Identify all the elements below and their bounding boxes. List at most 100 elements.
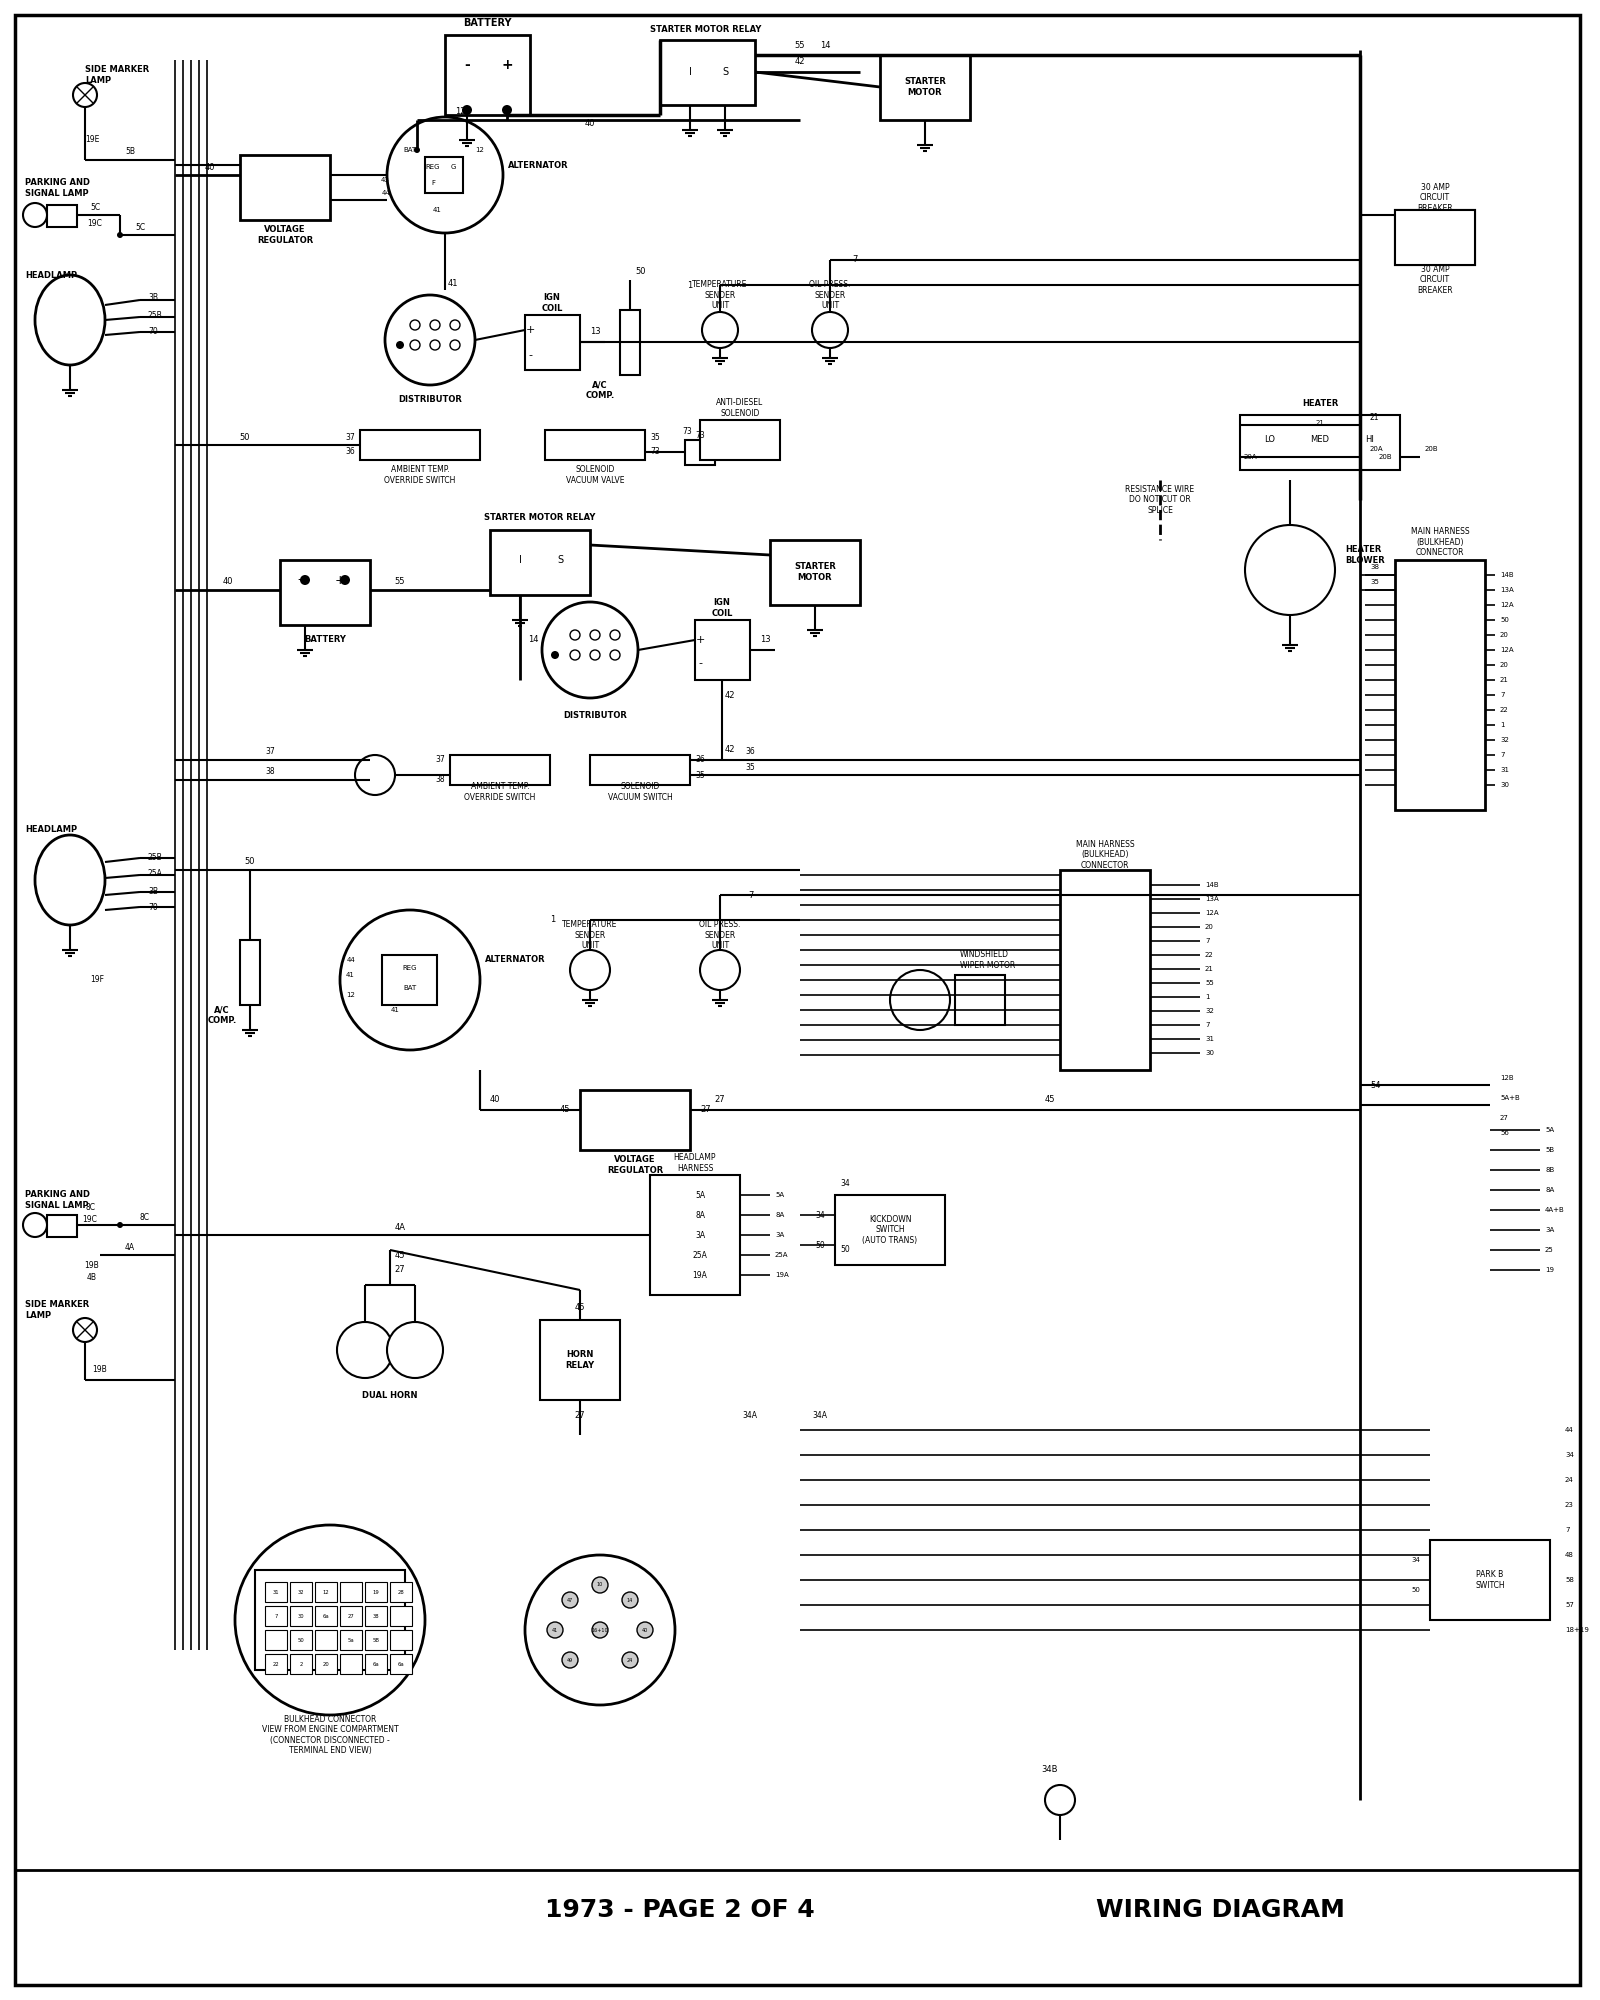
Text: 13: 13 — [760, 636, 770, 644]
Text: 36: 36 — [346, 448, 355, 456]
Text: OIL PRESS.
SENDER
UNIT: OIL PRESS. SENDER UNIT — [810, 280, 851, 310]
Text: 7: 7 — [749, 890, 754, 900]
Text: 19F: 19F — [90, 976, 104, 984]
Text: ANTI-DIESEL
SOLENOID: ANTI-DIESEL SOLENOID — [717, 398, 763, 418]
Text: 22: 22 — [272, 1662, 280, 1666]
Circle shape — [610, 630, 621, 640]
Text: 7: 7 — [1501, 692, 1504, 698]
Circle shape — [410, 340, 419, 350]
Text: BULKHEAD CONNECTOR
VIEW FROM ENGINE COMPARTMENT
(CONNECTOR DISCONNECTED -
TERMIN: BULKHEAD CONNECTOR VIEW FROM ENGINE COMP… — [262, 1714, 398, 1756]
Ellipse shape — [35, 274, 106, 364]
Text: HI: HI — [1365, 436, 1374, 444]
Text: 34: 34 — [1411, 1556, 1421, 1564]
Text: 30: 30 — [298, 1614, 304, 1618]
Text: 40: 40 — [205, 162, 216, 172]
Text: 21: 21 — [1370, 412, 1379, 422]
Bar — [290, 1582, 312, 1602]
Text: DUAL HORN: DUAL HORN — [362, 1390, 418, 1400]
Text: REG: REG — [426, 164, 440, 170]
Text: HEATER
BLOWER: HEATER BLOWER — [1346, 546, 1384, 564]
Text: 1: 1 — [1501, 722, 1504, 728]
Circle shape — [450, 340, 461, 350]
Text: 4B: 4B — [86, 1274, 98, 1282]
Text: RESISTANCE WIRE
DO NOT CUT OR
SPLICE: RESISTANCE WIRE DO NOT CUT OR SPLICE — [1125, 486, 1195, 514]
Text: VOLTAGE
REGULATOR: VOLTAGE REGULATOR — [258, 226, 314, 244]
Text: 8C: 8C — [85, 1202, 94, 1212]
Text: 70: 70 — [147, 904, 158, 912]
Text: 45: 45 — [395, 1250, 405, 1260]
Text: HEADLAMP: HEADLAMP — [26, 270, 77, 280]
Text: 49: 49 — [566, 1658, 573, 1662]
Circle shape — [414, 148, 419, 154]
Text: 8A: 8A — [694, 1210, 706, 1220]
Text: HORN
RELAY: HORN RELAY — [565, 1350, 595, 1370]
Bar — [290, 1606, 312, 1626]
Circle shape — [355, 754, 395, 794]
Bar — [339, 1654, 362, 1674]
Text: -: - — [528, 350, 531, 360]
Bar — [835, 1194, 946, 1266]
Text: 58: 58 — [1565, 1576, 1574, 1584]
Text: 19B: 19B — [93, 1366, 107, 1374]
Text: 41: 41 — [346, 972, 355, 978]
Circle shape — [813, 312, 848, 348]
Text: 28: 28 — [398, 1590, 405, 1594]
Text: 18+19: 18+19 — [1565, 1628, 1589, 1632]
Circle shape — [235, 1524, 426, 1714]
Text: 37: 37 — [346, 434, 355, 442]
Circle shape — [462, 104, 472, 114]
Text: HEADLAMP
HARNESS: HEADLAMP HARNESS — [674, 1154, 717, 1172]
Text: PARKING AND
SIGNAL LAMP: PARKING AND SIGNAL LAMP — [26, 178, 90, 198]
Text: 34: 34 — [1565, 1452, 1574, 1458]
Circle shape — [339, 576, 350, 584]
Text: 34B: 34B — [1042, 1766, 1058, 1774]
Text: 40: 40 — [222, 578, 234, 586]
Text: 50: 50 — [816, 1240, 826, 1250]
Text: 7: 7 — [1565, 1528, 1570, 1532]
Bar — [1395, 210, 1475, 264]
Text: 27: 27 — [395, 1266, 405, 1274]
Text: 50: 50 — [1501, 616, 1509, 624]
Bar — [46, 206, 77, 226]
Text: -: - — [298, 574, 302, 586]
Text: 22: 22 — [1205, 952, 1214, 958]
Bar — [390, 1582, 413, 1602]
Circle shape — [117, 232, 123, 238]
Text: BAT: BAT — [403, 148, 416, 154]
Text: HEATER: HEATER — [1302, 398, 1338, 408]
Text: 13A: 13A — [1205, 896, 1219, 902]
Circle shape — [397, 340, 403, 348]
Text: 21: 21 — [1315, 420, 1325, 426]
Text: 35: 35 — [746, 762, 755, 772]
Text: 43: 43 — [381, 178, 390, 184]
Text: 35: 35 — [1371, 580, 1379, 584]
Circle shape — [622, 1592, 638, 1608]
Text: 19C: 19C — [83, 1216, 98, 1224]
Text: 7: 7 — [1205, 1022, 1210, 1028]
Text: ALTERNATOR: ALTERNATOR — [485, 956, 546, 964]
Text: OIL PRESS.
SENDER
UNIT: OIL PRESS. SENDER UNIT — [699, 920, 741, 950]
Text: +: + — [696, 636, 704, 644]
Text: 54: 54 — [1370, 1080, 1381, 1090]
Text: 34A: 34A — [742, 1410, 757, 1420]
Text: VOLTAGE
REGULATOR: VOLTAGE REGULATOR — [606, 1156, 662, 1174]
Text: A/C
COMP.: A/C COMP. — [586, 380, 614, 400]
Text: PARKING AND
SIGNAL LAMP: PARKING AND SIGNAL LAMP — [26, 1190, 90, 1210]
Text: 16+10: 16+10 — [592, 1628, 608, 1632]
Text: 55: 55 — [395, 578, 405, 586]
Text: 7: 7 — [853, 256, 858, 264]
Text: 34A: 34A — [813, 1410, 827, 1420]
Bar — [382, 956, 437, 1004]
Ellipse shape — [35, 836, 106, 924]
Bar — [546, 430, 645, 460]
Text: +: + — [334, 574, 346, 586]
Text: 19A: 19A — [774, 1272, 789, 1278]
Text: 3A: 3A — [774, 1232, 784, 1238]
Text: 7: 7 — [274, 1614, 278, 1618]
Circle shape — [610, 650, 621, 660]
Text: WINDSHIELD
WIPER MOTOR: WINDSHIELD WIPER MOTOR — [960, 950, 1016, 970]
Text: 20B: 20B — [1426, 446, 1438, 452]
Text: 73: 73 — [694, 430, 706, 440]
Text: 20B: 20B — [1378, 454, 1392, 460]
Text: +: + — [525, 324, 534, 334]
